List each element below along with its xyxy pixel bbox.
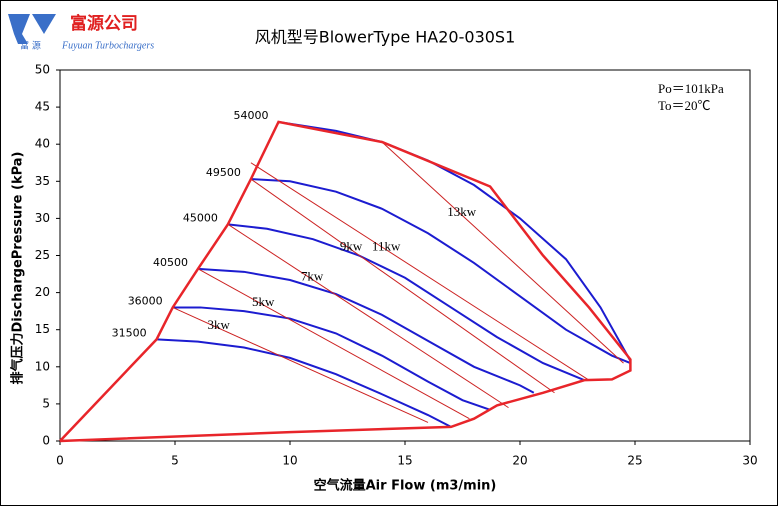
x-tick-label: 25: [627, 454, 642, 468]
speed-line: [197, 267, 535, 394]
speed-label: 36000: [128, 294, 163, 307]
power-label: 7kw: [301, 268, 324, 283]
logo-icon: [32, 14, 56, 34]
y-tick-label: 40: [35, 137, 50, 151]
speed-line: [156, 338, 452, 428]
speed-line: [250, 178, 631, 365]
x-tick-label: 30: [742, 454, 757, 468]
chart-title: 风机型号BlowerType HA20-030S1: [255, 28, 516, 47]
logo-name: 富源公司: [70, 13, 138, 34]
power-label: 11kw: [372, 239, 401, 254]
y-tick-label: 50: [35, 63, 50, 77]
power-label: 5kw: [252, 294, 275, 309]
y-axis-label: 排气压力DischargePressure (kPa): [10, 152, 26, 385]
power-line: [250, 162, 590, 381]
x-tick-label: 10: [282, 454, 297, 468]
power-line: [172, 306, 429, 423]
speed-line: [227, 223, 585, 382]
speed-label: 40500: [153, 256, 188, 269]
x-tick-label: 20: [512, 454, 527, 468]
x-tick-label: 15: [397, 454, 412, 468]
x-axis-label: 空气流量Air Flow (m3/min): [314, 478, 497, 494]
annotation: Po＝101kPa: [658, 81, 724, 96]
y-tick-label: 0: [42, 434, 50, 448]
power-label: 13kw: [447, 204, 477, 219]
speed-label: 49500: [206, 166, 241, 179]
y-tick-label: 45: [35, 100, 50, 114]
logo-mark: 富 源: [20, 40, 41, 52]
y-tick-label: 20: [35, 285, 50, 299]
y-tick-label: 25: [35, 248, 50, 262]
logo-icon: [8, 14, 30, 44]
x-tick-label: 5: [171, 454, 179, 468]
power-line: [197, 268, 470, 420]
x-tick-label: 0: [56, 454, 64, 468]
power-label: 3kw: [207, 317, 230, 332]
annotation: To＝20℃: [658, 98, 711, 113]
speed-line: [278, 120, 632, 362]
boundary-line: [59, 120, 632, 443]
power-line: [227, 223, 509, 409]
speed-label: 45000: [183, 211, 218, 224]
y-tick-label: 10: [35, 359, 50, 373]
y-tick-label: 5: [42, 396, 50, 410]
logo-subtitle: Fuyuan Turbochargers: [61, 40, 154, 51]
speed-line: [172, 306, 491, 411]
power-label: 9kw: [340, 239, 363, 254]
speed-label: 54000: [234, 109, 269, 122]
logo: 富源公司 富 源 Fuyuan Turbochargers: [8, 13, 154, 52]
y-tick-label: 30: [35, 211, 50, 225]
power-line: [381, 141, 624, 364]
y-tick-label: 15: [35, 322, 50, 336]
power-line: [250, 178, 555, 394]
speed-label: 31500: [112, 326, 147, 339]
y-tick-label: 35: [35, 174, 50, 188]
